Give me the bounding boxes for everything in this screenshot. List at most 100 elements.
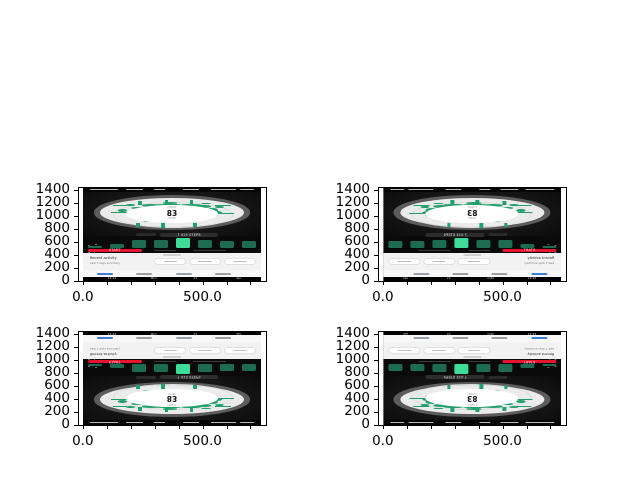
status-bar-indicator — [407, 422, 433, 424]
start-button-label: START — [523, 248, 536, 253]
card-pill[interactable] — [154, 257, 187, 266]
card-pill[interactable] — [188, 257, 222, 266]
y-axis-tick-label: 600 — [344, 377, 370, 394]
card-pill[interactable] — [188, 346, 222, 355]
y-axis-tick — [374, 281, 378, 282]
status-bar-indicator — [479, 422, 490, 424]
card-pill[interactable] — [154, 346, 187, 355]
y-axis-tick-label: 1200 — [35, 338, 70, 355]
card-pill[interactable] — [387, 346, 421, 355]
y-axis-tick — [374, 412, 378, 413]
bottom-nav-item[interactable] — [136, 273, 153, 276]
weekly-bar — [388, 240, 403, 248]
activity-ring-panel: TODAY 83 SCORE — [82, 376, 262, 421]
y-axis-tick — [74, 360, 78, 362]
screenshot-image-top-left: TODAY 83 SCORE 7 413 STEPS START Recent … — [82, 187, 262, 281]
status-bar-indicator — [445, 188, 462, 190]
activity-arc-segment — [118, 209, 128, 212]
bottom-nav-item[interactable] — [413, 273, 430, 276]
bottom-nav-item[interactable] — [530, 336, 547, 339]
y-axis-tick-label: 400 — [344, 246, 370, 263]
home-indicator-label: 14:21 — [107, 332, 117, 337]
card-pill[interactable] — [422, 346, 456, 355]
y-axis-tick-label: 1200 — [35, 194, 70, 211]
x-axis-tick — [82, 281, 84, 285]
start-button[interactable]: START — [88, 360, 142, 364]
start-button[interactable]: START — [502, 360, 556, 364]
bottom-nav-item[interactable] — [136, 336, 153, 339]
bottom-nav-item[interactable] — [214, 336, 231, 339]
caption-line — [468, 361, 490, 363]
bottom-nav-item[interactable] — [491, 336, 508, 339]
y-axis-tick — [374, 386, 378, 388]
start-button[interactable]: START — [502, 248, 556, 253]
weekly-bar — [197, 364, 212, 372]
card-pill-mark — [397, 350, 411, 351]
activity-arc-spike — [164, 199, 169, 204]
card-pill[interactable] — [422, 257, 456, 266]
recent-activity-card: Recent activity Last 7 days summary — [82, 342, 262, 359]
card-pill-mark — [432, 261, 446, 262]
card-pill-mark — [163, 350, 177, 351]
bottom-nav-item[interactable] — [413, 336, 430, 339]
activity-arc-spike — [193, 222, 197, 228]
status-bar-indicator — [182, 188, 199, 190]
axes-spine-right — [566, 331, 567, 426]
caption-line — [154, 249, 176, 251]
y-axis-tick-label: 200 — [344, 403, 370, 419]
status-bar-indicator — [211, 188, 237, 190]
card-handle[interactable] — [463, 356, 481, 358]
bottom-nav-item[interactable] — [97, 273, 114, 276]
activity-arc-spike — [504, 222, 508, 227]
y-axis-tick — [74, 399, 78, 401]
bottom-nav-item[interactable] — [214, 273, 231, 276]
card-pill[interactable] — [387, 257, 421, 266]
weekly-bar — [541, 364, 556, 367]
bottom-nav-item[interactable] — [175, 336, 192, 339]
weekly-bar — [432, 240, 447, 248]
activity-arc-spike — [413, 204, 430, 206]
card-handle[interactable] — [163, 254, 181, 256]
x-axis-tick-label: 0.0 — [72, 433, 94, 449]
x-axis-tick — [430, 425, 432, 429]
activity-arc-spike — [479, 384, 483, 389]
card-handle[interactable] — [163, 356, 181, 358]
bottom-nav-bar — [82, 335, 262, 343]
axes-spine-top — [78, 331, 267, 332]
bottom-nav-item[interactable] — [175, 273, 192, 276]
y-axis-tick — [74, 242, 78, 244]
x-axis-tick — [226, 281, 228, 285]
y-axis-tick-label: 600 — [344, 233, 370, 250]
home-indicator-label: Mon — [487, 275, 494, 280]
ring-center-readout: TODAY 83 SCORE — [142, 392, 203, 405]
card-handle[interactable] — [463, 254, 481, 256]
y-axis-tick — [74, 373, 78, 375]
weekly-bar-chart — [388, 364, 556, 375]
home-indicator-label: 11 — [193, 332, 198, 337]
card-pill[interactable] — [457, 346, 490, 355]
card-title: Recent activity — [527, 351, 555, 356]
axes-spine-top — [378, 331, 567, 332]
x-axis-tick — [130, 281, 132, 285]
activity-arc-spike — [409, 212, 426, 214]
x-axis-tick-label: 500.0 — [183, 289, 222, 305]
activity-arc-spike — [189, 200, 194, 205]
home-indicator-label: 11 — [446, 275, 451, 280]
noise-speck — [88, 251, 90, 253]
card-pill-mark — [432, 350, 446, 351]
y-axis-tick-label: 400 — [344, 390, 370, 407]
y-axis-tick-label: 1400 — [35, 325, 70, 342]
card-pill[interactable] — [223, 346, 257, 355]
card-pill[interactable] — [223, 257, 257, 266]
start-button[interactable]: START — [88, 248, 142, 252]
x-axis-tick — [202, 425, 204, 429]
activity-arc-spike — [516, 405, 531, 407]
bottom-nav-item[interactable] — [452, 273, 469, 276]
bottom-nav-item[interactable] — [97, 336, 114, 339]
status-bar-indicator — [525, 188, 555, 190]
x-axis-tick-label: 500.0 — [183, 433, 222, 449]
bottom-nav-item[interactable] — [452, 336, 469, 339]
bottom-nav-item[interactable] — [491, 273, 508, 276]
status-bar-indicator — [500, 422, 519, 424]
card-pill[interactable] — [457, 257, 490, 266]
